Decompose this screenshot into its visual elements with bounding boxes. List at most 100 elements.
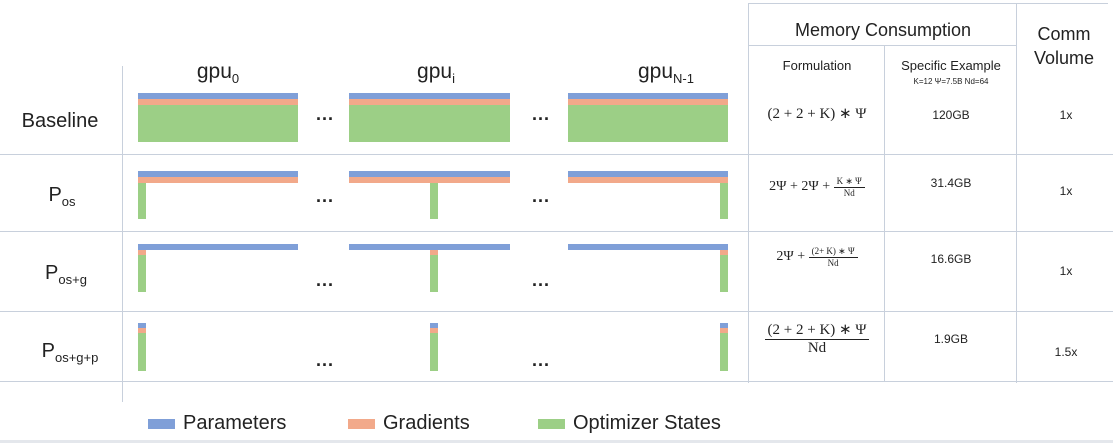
r3-gpu0-parameters-bar [138, 244, 298, 250]
formula-posgp-denominator: Nd [807, 340, 827, 356]
comm-baseline: 1x [1059, 108, 1073, 122]
comm-posgp: 1.5x [1054, 345, 1078, 359]
gpu-0-header: gpu0 [138, 60, 298, 86]
r2-gpun-gradients-bar [568, 177, 728, 183]
r2-gpui-parameters-bar [349, 171, 510, 177]
comm-header-line2: Volume [1033, 48, 1095, 68]
gpu-n-header: gpuN-1 [586, 60, 746, 86]
r3-gpun-gradients-bar [720, 250, 728, 255]
bottom-line [0, 440, 1113, 443]
r2-gpu0-optimizer-bar [138, 183, 146, 219]
r1-gpu0-parameters-bar [138, 93, 298, 99]
r1-gpui-parameters-bar [349, 93, 510, 99]
r3-gpui-parameters-bar [349, 244, 510, 250]
formula-pos: 2Ψ + 2Ψ + K ∗ Ψ Nd [752, 176, 882, 198]
specific-example-header: Specific Example [901, 58, 1001, 73]
row-label-posg-sub: os+g [58, 272, 87, 287]
row-label-posgp-sub: os+g+p [54, 350, 99, 365]
ellipsis-r3-a: ... [316, 270, 335, 290]
r4-gpui-parameters-bar [430, 323, 438, 328]
legend-optimizer-label: Optimizer States [573, 412, 721, 434]
formula-posg-denominator: Nd [827, 258, 839, 268]
row-label-baseline-text: Baseline [21, 110, 99, 132]
row-divider-2 [0, 231, 1113, 232]
legend-gradients-label: Gradients [383, 412, 470, 434]
comm-posg: 1x [1059, 264, 1073, 278]
formula-pos-prefix: 2Ψ + 2Ψ + [769, 179, 834, 195]
label-column-line [122, 66, 123, 402]
r2-gpu0-parameters-bar [138, 171, 298, 177]
optimizer-swatch [538, 418, 565, 429]
ellipsis-r4-a: ... [316, 350, 335, 370]
r2-gpui-gradients-bar [349, 177, 510, 183]
r4-gpun-optimizer-bar [720, 333, 728, 371]
legend-parameters-label: Parameters [183, 412, 287, 434]
r1-gpu0-gradients-bar [138, 99, 298, 105]
r4-gpui-optimizer-bar [430, 333, 438, 371]
formula-baseline: (2 + 2 + K) ∗ Ψ [752, 104, 882, 123]
r3-gpu0-gradients-bar [138, 250, 146, 255]
r1-gpui-gradients-bar [349, 99, 510, 105]
r4-gpu0-optimizer-bar [138, 333, 146, 371]
r1-gpun-parameters-bar [568, 93, 728, 99]
table-left-line [748, 3, 749, 383]
comm-volume-header: Comm Volume [1018, 22, 1110, 70]
r3-gpun-optimizer-bar [720, 255, 728, 292]
ellipsis-r4-b: ... [532, 350, 551, 370]
top-border-line [748, 3, 1108, 4]
gpu-0-sub: 0 [231, 71, 240, 87]
r4-gpun-parameters-bar [720, 323, 728, 328]
ellipsis-r2-b: ... [532, 186, 551, 206]
r2-gpu0-gradients-bar [138, 177, 298, 183]
comm-pos: 1x [1059, 184, 1073, 198]
r1-gpui-optimizer-bar [349, 105, 510, 142]
gpu-0-label: gpu [196, 60, 232, 83]
row-label-posgp: Pos+g+p [10, 340, 130, 365]
r2-gpun-parameters-bar [568, 171, 728, 177]
formula-pos-numerator: K ∗ Ψ [833, 176, 865, 188]
example-posg: 16.6GB [930, 252, 972, 266]
ellipsis-r1-b: ... [532, 104, 551, 124]
formula-posgp: (2 + 2 + K) ∗ Ψ Nd [752, 320, 882, 357]
row-label-pos: Pos [2, 184, 122, 209]
example-pos: 31.4GB [930, 176, 972, 190]
gpu-n-label: gpu [638, 60, 674, 83]
example-posgp: 1.9GB [933, 332, 969, 346]
r4-gpun-gradients-bar [720, 328, 728, 333]
comm-header-line1: Comm [1037, 24, 1091, 44]
r4-gpui-gradients-bar [430, 328, 438, 333]
formula-pos-denominator: Nd [843, 188, 855, 198]
legend-optimizer: Optimizer States [538, 412, 721, 435]
r1-gpu0-optimizer-bar [138, 105, 298, 142]
row-label-posgp-base: P [41, 340, 55, 362]
row-label-pos-sub: os [61, 194, 76, 209]
memory-consumption-header: Memory Consumption [794, 20, 972, 40]
parameters-swatch [148, 418, 175, 429]
example-baseline: 120GB [932, 108, 970, 122]
r3-gpu0-optimizer-bar [138, 255, 146, 292]
specific-example-params: K=12 Ψ=7.5B Nd=64 [913, 77, 989, 86]
legend-parameters: Parameters [148, 412, 286, 435]
row-label-posg: Pos+g [6, 262, 126, 287]
formula-baseline-text: (2 + 2 + K) ∗ Ψ [767, 106, 867, 122]
row-divider-3 [0, 311, 1113, 312]
ellipsis-r3-b: ... [532, 270, 551, 290]
formulation-header: Formulation [782, 58, 852, 73]
r4-gpu0-gradients-bar [138, 328, 146, 333]
gpu-i-sub: i [452, 71, 455, 87]
gpu-i-header: gpui [356, 60, 516, 86]
ellipsis-r1-a: ... [316, 104, 335, 124]
row-divider-1 [0, 154, 1113, 155]
row-label-pos-base: P [48, 184, 62, 206]
row-divider-4 [0, 381, 1113, 382]
r2-gpun-optimizer-bar [720, 183, 728, 219]
formula-posg-prefix: 2Ψ + [776, 249, 809, 265]
example-right-line [1016, 3, 1017, 383]
r4-gpu0-parameters-bar [138, 323, 146, 328]
gradients-swatch [348, 418, 375, 429]
r3-gpun-parameters-bar [568, 244, 728, 250]
r3-gpui-optimizer-bar [430, 255, 438, 292]
ellipsis-r2-a: ... [316, 186, 335, 206]
row-label-baseline: Baseline [0, 110, 120, 133]
formula-posgp-numerator: (2 + 2 + K) ∗ Ψ [764, 320, 870, 340]
